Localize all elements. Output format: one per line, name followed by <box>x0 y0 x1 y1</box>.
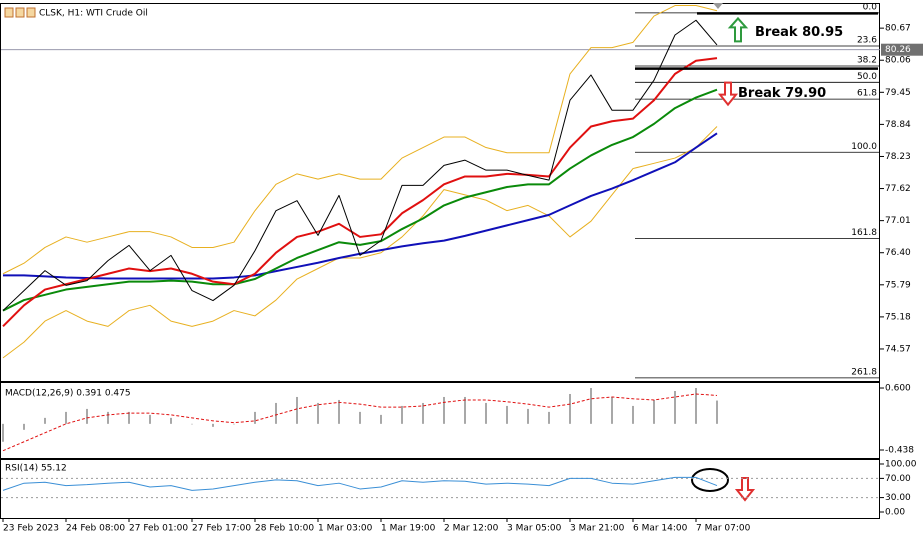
x-tick-label: 28 Feb 10:00 <box>255 524 314 534</box>
histogram-bar <box>2 423 4 442</box>
series-line <box>2 5 718 275</box>
y-tick-label: 77.01 <box>885 216 911 226</box>
histogram-bar <box>191 423 193 425</box>
y-tick-label: 100.00 <box>885 459 917 469</box>
x-tick-label: 2 Mar 12:00 <box>444 524 499 534</box>
histogram-bar <box>44 417 46 424</box>
current-price-label: 80.26 <box>885 45 911 55</box>
histogram-bar <box>317 402 319 424</box>
y-tick-label: 77.62 <box>885 184 911 194</box>
histogram-bar <box>128 411 130 424</box>
series-line <box>2 126 718 359</box>
y-tick-label: 79.45 <box>885 88 911 98</box>
histogram-bar <box>485 402 487 424</box>
down-arrow <box>717 81 739 107</box>
series-line <box>2 57 718 328</box>
up-arrow <box>727 16 749 43</box>
fib-label: 61.8 <box>857 89 877 99</box>
series-line <box>3 132 718 280</box>
break-annotation: Break 80.95 <box>755 25 843 40</box>
y-tick-label: 75.18 <box>885 312 911 322</box>
histogram-bar <box>674 391 676 424</box>
rsi-highlight <box>691 468 729 492</box>
x-tick-label: 27 Feb 01:00 <box>129 524 188 534</box>
histogram-bar <box>338 399 340 424</box>
current-price-box <box>881 43 923 56</box>
histogram-bar <box>359 411 361 424</box>
rsi-panel <box>0 459 880 519</box>
y-tick-label: -0.438 <box>885 445 914 455</box>
series-line <box>2 88 718 312</box>
x-tick-label: 7 Mar 07:00 <box>696 524 751 534</box>
fib-label: 161.8 <box>851 228 877 238</box>
y-tick-label: 80.06 <box>885 56 911 66</box>
histogram-bar <box>611 396 613 424</box>
fib-label: 23.6 <box>857 36 877 46</box>
histogram-bar <box>23 423 25 430</box>
histogram-bar <box>296 396 298 424</box>
x-tick-label: 3 Mar 21:00 <box>570 524 625 534</box>
shift-marker <box>713 3 723 9</box>
fib-label: 261.8 <box>851 367 877 377</box>
fib-label: 50.0 <box>857 72 877 82</box>
histogram-bar <box>716 400 718 424</box>
histogram-bar <box>443 396 445 424</box>
histogram-bar <box>653 399 655 424</box>
x-tick-label: 3 Mar 05:00 <box>507 524 562 534</box>
histogram-bar <box>275 402 277 424</box>
histogram-bar <box>548 411 550 424</box>
histogram-bar <box>254 411 256 424</box>
y-tick-label: 76.40 <box>885 248 911 258</box>
macd-title: MACD(12,26,9) 0.391 0.475 <box>5 389 131 399</box>
x-tick-label: 1 Mar 03:00 <box>318 524 373 534</box>
y-tick-label: 30.00 <box>885 493 911 503</box>
histogram-bar <box>569 393 571 424</box>
y-tick-label: 78.23 <box>885 152 911 162</box>
histogram-bar <box>632 405 634 424</box>
histogram-bar <box>86 408 88 424</box>
chart-title: CLSK, H1: WTI Crude Oil <box>39 9 148 19</box>
histogram-bar <box>590 388 592 424</box>
histogram-bar <box>380 414 382 424</box>
fib-label: 100.0 <box>851 142 877 152</box>
y-tick-label: 0.600 <box>885 384 911 394</box>
y-tick-label: 75.79 <box>885 280 911 290</box>
histogram-bar <box>695 388 697 424</box>
series-line <box>2 476 718 491</box>
rsi-title: RSI(14) 55.12 <box>5 464 67 474</box>
x-tick-label: 1 Mar 19:00 <box>381 524 436 534</box>
histogram-bar <box>149 414 151 424</box>
x-tick-label: 24 Feb 08:00 <box>66 524 125 534</box>
y-tick-label: 0.00 <box>885 507 905 517</box>
main-panel <box>0 3 880 382</box>
histogram-bar <box>65 411 67 424</box>
fib-label: 38.2 <box>857 56 877 66</box>
histogram-bar <box>506 405 508 424</box>
x-tick-label: 6 Mar 14:00 <box>633 524 688 534</box>
histogram-bar <box>170 417 172 424</box>
series-line <box>2 19 718 311</box>
histogram-bar <box>233 423 235 425</box>
break-annotation: Break 79.90 <box>738 86 826 101</box>
y-tick-label: 74.57 <box>885 344 911 354</box>
x-tick-label: 27 Feb 17:00 <box>192 524 251 534</box>
histogram-bar <box>107 411 109 424</box>
y-tick-label: 70.00 <box>885 474 911 484</box>
histogram-bar <box>422 402 424 424</box>
histogram-bar <box>527 408 529 424</box>
fib-label: 0.0 <box>863 2 878 12</box>
x-tick-label: 23 Feb 2023 <box>3 524 59 534</box>
symbol-icons <box>4 7 36 18</box>
signal-line <box>2 393 718 452</box>
rsi-down-arrow <box>734 477 756 502</box>
y-tick-label: 78.84 <box>885 120 911 130</box>
macd-panel <box>0 382 880 459</box>
y-tick-label: 80.67 <box>885 24 911 34</box>
histogram-bar <box>401 405 403 424</box>
histogram-bar <box>464 396 466 424</box>
histogram-bar <box>212 423 214 427</box>
